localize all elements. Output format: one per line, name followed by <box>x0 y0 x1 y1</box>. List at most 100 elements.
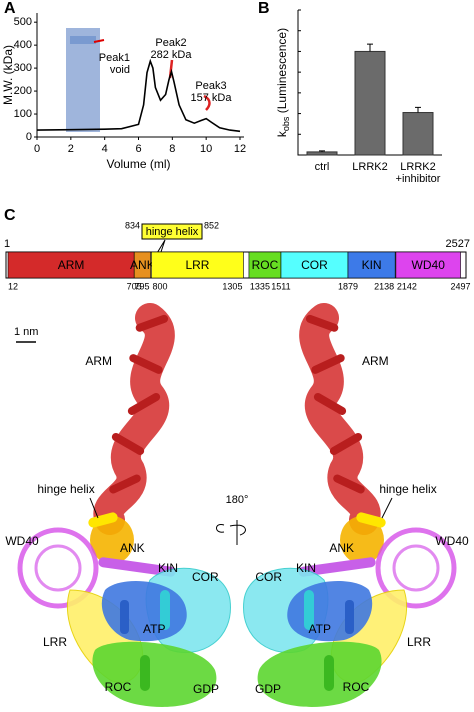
y-tick-label: 100 <box>14 108 32 120</box>
annotation: Peak3 <box>195 80 227 92</box>
hinge-label: hinge helix <box>146 226 199 238</box>
x-axis-label: Volume (ml) <box>106 157 170 171</box>
domain-name: KIN <box>362 258 382 272</box>
structure <box>20 314 454 707</box>
residue-label: 1879 <box>338 281 358 291</box>
structure-label: ROC <box>105 680 132 694</box>
structure-label: KIN <box>296 561 316 575</box>
error-bar <box>367 43 373 52</box>
domain-name: ANK <box>130 258 155 272</box>
y-axis-label-sub: obs <box>281 116 291 131</box>
domain-name: ROC <box>252 258 279 272</box>
x-tick-label: 10 <box>200 143 212 155</box>
residue-label: 800 <box>153 281 168 291</box>
structure-label: COR <box>255 570 282 584</box>
peak-arrow <box>203 94 211 111</box>
domain <box>347 251 396 279</box>
structure-label: ATP <box>143 622 165 636</box>
x-tick-label: ctrl <box>314 161 330 173</box>
rotation-icon <box>216 520 246 545</box>
hinge-pointer <box>157 239 166 253</box>
structure-label: ARM <box>85 354 112 368</box>
structure-label: LRR <box>43 635 67 649</box>
y-tick-label: 300 <box>14 62 32 74</box>
bar <box>402 112 434 156</box>
residue-label: 705 <box>127 281 142 291</box>
gel-band <box>70 36 96 44</box>
residue-label: 795 <box>135 281 150 291</box>
structure-label: ARM <box>362 354 389 368</box>
bar <box>354 50 386 156</box>
residue-label: 1305 <box>222 281 242 291</box>
x-tick-label: LRRK2 <box>352 161 388 173</box>
x-tick-label: 6 <box>135 143 141 155</box>
x-tick-label: 12 <box>234 143 246 155</box>
y-tick-label: 0 <box>26 131 32 143</box>
residue-label: 1 <box>4 238 10 250</box>
x-tick-label: 2 <box>68 143 74 155</box>
domain <box>133 251 151 279</box>
annotation: 157 kDa <box>190 92 232 104</box>
residue-label: 834 <box>125 220 140 230</box>
annotation: 282 kDa <box>150 49 192 61</box>
structure-label: GDP <box>193 682 219 696</box>
error-bar <box>415 106 421 113</box>
y-axis-label: kobs (Luminescence) <box>275 28 291 137</box>
residue-label: 2138 <box>374 281 394 291</box>
domain-name: WD40 <box>412 258 446 272</box>
error-bar <box>319 150 325 152</box>
y-tick-label: 500 <box>14 16 32 28</box>
panel-letter: A <box>4 0 16 17</box>
domain <box>151 251 244 279</box>
domain-name: COR <box>301 258 328 272</box>
domain <box>7 251 135 279</box>
residue-label: 1335 <box>250 281 270 291</box>
x-tick-label: LRRK2 +inhibitor <box>395 161 441 185</box>
residue-label: 852 <box>204 220 219 230</box>
residue-label: 2142 <box>397 281 417 291</box>
domain <box>248 251 282 279</box>
structure-label: KIN <box>158 561 178 575</box>
residue-label: 12 <box>8 281 18 291</box>
structure-label: ATP <box>309 622 331 636</box>
rotation-label: 180° <box>226 494 249 506</box>
x-tick-label: 0 <box>34 143 40 155</box>
structure-label: WD40 <box>5 534 39 548</box>
bar <box>306 151 338 156</box>
domain <box>395 251 461 279</box>
structure-label: ROC <box>343 680 370 694</box>
x-tick-label: 8 <box>169 143 175 155</box>
residue-label: 1511 <box>271 281 290 291</box>
structure-label: LRR <box>407 635 431 649</box>
domain-name: ARM <box>58 258 85 272</box>
y-axis-label: M.W. (kDa) <box>1 45 15 105</box>
annotation: Peak1 <box>98 52 130 64</box>
y-axis-label-main: k <box>275 130 289 137</box>
gel-arrow <box>93 39 105 43</box>
annotation: void <box>109 64 130 76</box>
structure-label: ANK <box>120 541 145 555</box>
panel-letter: C <box>4 207 16 224</box>
structure-label: WD40 <box>435 534 469 548</box>
scale-bar-label: 1 nm <box>14 326 38 338</box>
structure-label: hinge helix <box>379 482 436 496</box>
label-pointer <box>89 497 393 519</box>
residue-label: 2527 <box>446 238 470 250</box>
hinge-box <box>141 223 203 240</box>
panel-letter: B <box>258 0 270 17</box>
gel-inset <box>66 28 100 132</box>
structure-label: ANK <box>329 541 354 555</box>
y-axis-label-rest: (Luminescence) <box>275 28 289 117</box>
structure-label: COR <box>192 570 219 584</box>
structure-label: hinge helix <box>37 482 94 496</box>
y-tick-label: 200 <box>14 85 32 97</box>
domain <box>280 251 349 279</box>
annotation: Peak2 <box>155 37 187 49</box>
trace <box>36 58 241 133</box>
structure-label: GDP <box>255 682 281 696</box>
x-tick-label: 4 <box>102 143 108 155</box>
residue-label: 2497 <box>451 281 471 291</box>
y-tick-label: 400 <box>14 39 32 51</box>
